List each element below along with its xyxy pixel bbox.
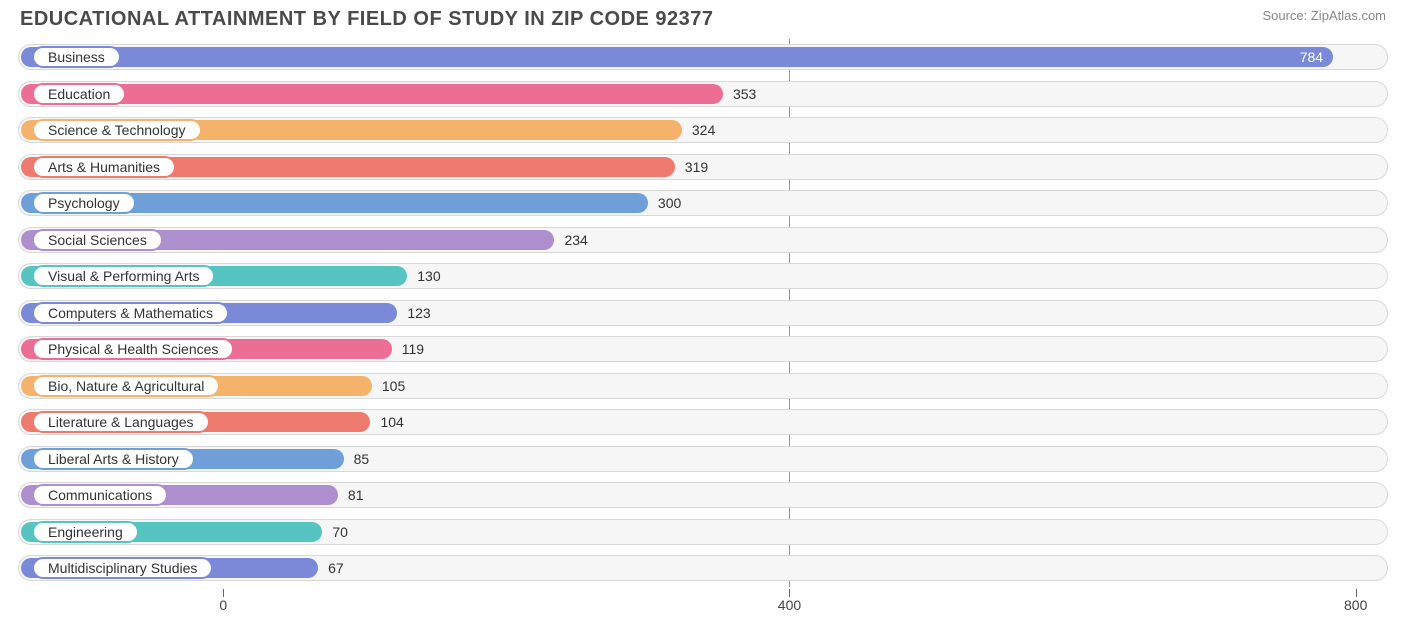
value-label: 234 [564, 232, 587, 248]
value-label: 353 [733, 86, 756, 102]
category-pill: Computers & Mathematics [32, 302, 229, 324]
category-pill: Science & Technology [32, 119, 202, 141]
chart-header: EDUCATIONAL ATTAINMENT BY FIELD OF STUDY… [0, 0, 1406, 35]
category-pill: Bio, Nature & Agricultural [32, 375, 220, 397]
x-tick [1356, 589, 1357, 597]
category-pill: Psychology [32, 192, 136, 214]
category-pill: Social Sciences [32, 229, 163, 251]
category-pill: Visual & Performing Arts [32, 265, 215, 287]
bar-row: Computers & Mathematics 123 [18, 295, 1388, 332]
bar-fill [21, 47, 1333, 67]
bar-row: Arts & Humanities 319 [18, 149, 1388, 186]
bar-row: Psychology 300 [18, 185, 1388, 222]
value-label: 67 [328, 560, 344, 576]
bar-row: Social Sciences 234 [18, 222, 1388, 259]
value-label: 300 [658, 195, 681, 211]
bar-row: Engineering 70 [18, 514, 1388, 551]
category-pill: Communications [32, 484, 168, 506]
chart-area: Business 784 Education 353 Science & Technol… [0, 35, 1406, 617]
bar-row: Business 784 [18, 39, 1388, 76]
value-label: 123 [407, 305, 430, 321]
value-label: 104 [380, 414, 403, 430]
value-label: 70 [332, 524, 348, 540]
x-tick [789, 589, 790, 597]
category-pill: Engineering [32, 521, 139, 543]
category-pill: Business [32, 46, 121, 68]
bar-row: Multidisciplinary Studies 67 [18, 550, 1388, 587]
bars-container: Business 784 Education 353 Science & Technol… [18, 39, 1388, 587]
category-pill: Literature & Languages [32, 411, 210, 433]
category-pill: Arts & Humanities [32, 156, 176, 178]
bar-row: Physical & Health Sciences 119 [18, 331, 1388, 368]
category-pill: Multidisciplinary Studies [32, 557, 213, 579]
bar-row: Literature & Languages 104 [18, 404, 1388, 441]
bar-row: Education 353 [18, 76, 1388, 113]
chart-title: EDUCATIONAL ATTAINMENT BY FIELD OF STUDY… [20, 8, 714, 31]
value-label: 81 [348, 487, 364, 503]
value-label: 784 [1300, 49, 1323, 65]
value-label: 324 [692, 122, 715, 138]
x-axis: 0 400 800 [18, 589, 1388, 617]
category-pill: Liberal Arts & History [32, 448, 195, 470]
bar-row: Visual & Performing Arts 130 [18, 258, 1388, 295]
chart-source: Source: ZipAtlas.com [1262, 8, 1386, 23]
bar-row: Communications 81 [18, 477, 1388, 514]
bar-row: Bio, Nature & Agricultural 105 [18, 368, 1388, 405]
value-label: 130 [417, 268, 440, 284]
x-tick-label: 800 [1344, 597, 1367, 613]
category-pill: Physical & Health Sciences [32, 338, 234, 360]
x-tick [223, 589, 224, 597]
value-label: 119 [402, 341, 424, 357]
x-tick-label: 400 [778, 597, 801, 613]
bar-row: Science & Technology 324 [18, 112, 1388, 149]
value-label: 105 [382, 378, 405, 394]
bar-fill [21, 84, 723, 104]
x-tick-label: 0 [219, 597, 227, 613]
bar-row: Liberal Arts & History 85 [18, 441, 1388, 478]
category-pill: Education [32, 83, 126, 105]
value-label: 85 [354, 451, 370, 467]
value-label: 319 [685, 159, 708, 175]
